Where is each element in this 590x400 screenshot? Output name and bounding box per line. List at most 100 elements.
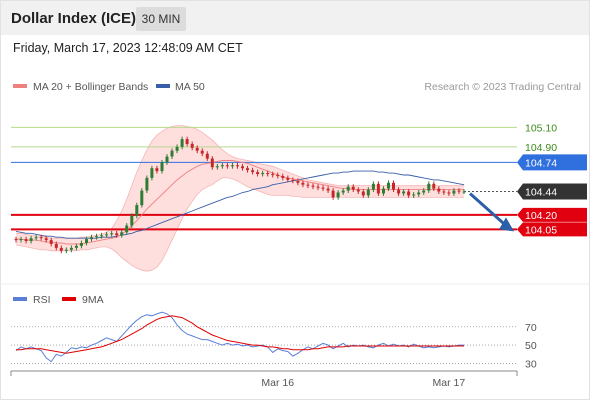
pivot-label: 104.74 <box>525 157 557 169</box>
datetime-label: Friday, March 17, 2023 12:48:09 AM CET <box>13 41 243 55</box>
candle-body-68 <box>356 189 360 192</box>
candle-body-10 <box>64 249 68 251</box>
rsi-panel: 70 50 30 <box>11 311 537 370</box>
level-labels: 105.10 104.90 104.74 104.44 104.20 104.05 <box>517 122 587 237</box>
candles <box>14 136 466 254</box>
rsi-line <box>15 311 464 363</box>
candle-body-43 <box>230 165 234 167</box>
candle-body-38 <box>205 153 209 159</box>
candle-body-49 <box>261 173 265 175</box>
x-tick-label-1: Mar 17 <box>433 377 466 389</box>
candle-body-7 <box>49 240 53 244</box>
support-label-5: 104.05 <box>525 224 557 236</box>
candle-body-52 <box>276 175 280 176</box>
x-axis: Mar 16 Mar 17 <box>10 370 518 389</box>
forecast-arrow-shaft <box>469 192 509 229</box>
current-price-box <box>517 183 587 200</box>
rsi-tick-50: 50 <box>525 340 537 352</box>
resistance-label-1: 104.90 <box>525 142 557 154</box>
candle-body-87 <box>452 190 456 194</box>
bollinger-lower-line <box>15 177 464 272</box>
ma9-legend-swatch <box>62 297 76 301</box>
candle-body-83 <box>432 183 436 189</box>
candle-body-75 <box>392 182 395 190</box>
forecast-arrow-head <box>499 217 514 232</box>
candle-body-46 <box>246 168 249 171</box>
candle-body-82 <box>427 183 431 191</box>
candle-body-62 <box>326 188 330 191</box>
candle-body-57 <box>301 182 305 185</box>
candle-body-48 <box>256 172 260 174</box>
candle-body-24 <box>135 205 139 216</box>
timeframe-badge[interactable]: 30 MIN <box>136 7 186 31</box>
candle-body-39 <box>210 158 214 168</box>
candle-body-64 <box>336 192 340 198</box>
candle-body-70 <box>366 189 370 196</box>
candle-body-79 <box>412 194 416 196</box>
candle-body-18 <box>105 234 109 236</box>
main-legend: MA 20 + Bollinger Bands MA 50 Research ©… <box>13 81 581 93</box>
pivot-label-box <box>517 154 587 171</box>
candle-body-86 <box>447 192 451 194</box>
candle-body-13 <box>79 243 83 246</box>
candle-body-76 <box>397 189 401 194</box>
rsi-tick-70: 70 <box>525 322 537 334</box>
candle-body-3 <box>29 238 33 242</box>
rsi-tick-30: 30 <box>525 358 537 370</box>
candle-body-0 <box>14 239 18 241</box>
rsi-legend-label: RSI <box>33 294 51 306</box>
candle-body-77 <box>402 191 406 194</box>
rsi-ma9-line <box>16 315 464 354</box>
candle-body-50 <box>266 173 270 175</box>
rsi-legend-swatch <box>13 297 27 301</box>
candle-body-26 <box>145 177 149 191</box>
candle-body-20 <box>115 233 119 236</box>
candle-body-22 <box>125 225 129 233</box>
ma50-legend-label: MA 50 <box>175 81 205 93</box>
support-label-box-4 <box>517 207 587 222</box>
price-panel: 105.10 104.90 104.74 104.44 104.20 104.05 <box>11 122 587 272</box>
candle-body-42 <box>225 165 229 167</box>
forecast-arrow <box>469 192 514 232</box>
candle-body-67 <box>351 186 355 190</box>
candle-body-35 <box>190 143 194 148</box>
candle-body-1 <box>19 239 23 241</box>
credit-text: Research © 2023 Trading Central <box>424 81 581 93</box>
candle-body-71 <box>371 183 375 190</box>
candle-body-63 <box>331 190 335 198</box>
candle-body-6 <box>44 238 48 241</box>
candle-body-12 <box>74 245 78 248</box>
support-label-4: 104.20 <box>525 210 557 222</box>
candle-body-29 <box>160 162 164 172</box>
candle-body-44 <box>236 165 239 167</box>
candle-body-28 <box>155 168 159 172</box>
candle-body-40 <box>215 166 219 168</box>
candle-body-89 <box>462 191 466 193</box>
candle-body-59 <box>311 185 315 187</box>
ma20-legend-swatch <box>13 84 27 88</box>
candle-body-54 <box>286 177 290 180</box>
candle-body-56 <box>296 180 300 183</box>
candle-body-61 <box>321 187 325 189</box>
candle-body-69 <box>361 191 365 196</box>
candle-body-34 <box>185 139 189 144</box>
candle-body-41 <box>220 165 224 167</box>
ma20-legend-label: MA 20 + Bollinger Bands <box>33 81 148 93</box>
candle-body-21 <box>120 232 124 236</box>
candle-body-5 <box>39 237 43 239</box>
candle-body-74 <box>387 182 390 189</box>
support-label-box-5 <box>517 222 587 237</box>
candle-body-8 <box>54 244 58 248</box>
candle-body-85 <box>442 191 446 193</box>
candle-body-16 <box>95 236 98 238</box>
candle-body-80 <box>417 192 421 195</box>
header-bar <box>1 1 589 35</box>
candle-body-72 <box>376 183 380 194</box>
candle-body-65 <box>341 190 345 193</box>
candle-body-53 <box>281 176 285 178</box>
rsi-legend: RSI 9MA <box>13 294 104 306</box>
x-tick-label-0: Mar 16 <box>261 377 294 389</box>
candle-body-2 <box>24 239 28 241</box>
candle-body-15 <box>90 237 93 240</box>
candle-body-33 <box>180 139 184 147</box>
